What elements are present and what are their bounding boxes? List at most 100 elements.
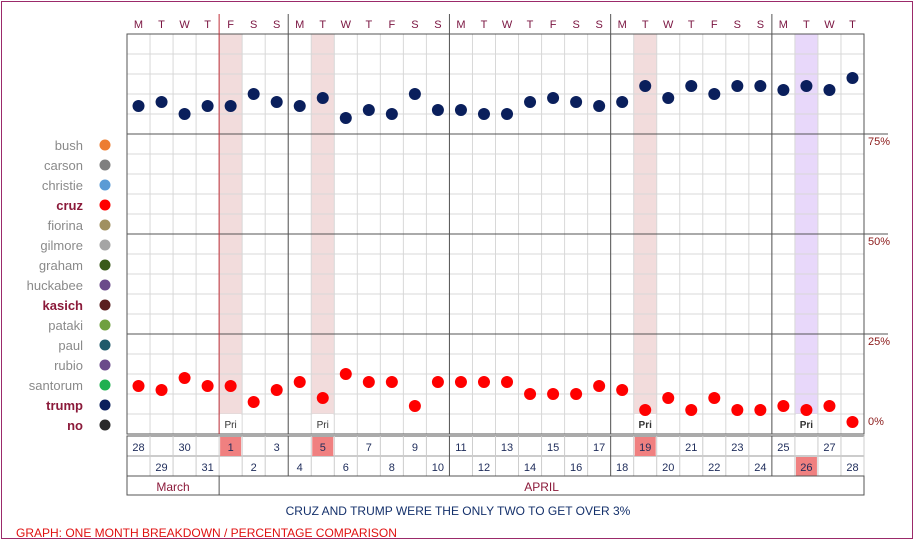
trump-point <box>178 108 191 120</box>
weekday-label: S <box>572 19 579 31</box>
trump-point <box>524 96 537 108</box>
month-strip <box>126 475 865 496</box>
cruz-point <box>639 404 652 416</box>
date-label: 28 <box>132 442 144 454</box>
date-label: 27 <box>823 442 835 454</box>
weekday-label: T <box>319 19 326 31</box>
cruz-point <box>477 376 490 388</box>
trump-point <box>385 108 398 120</box>
cruz-point <box>362 376 375 388</box>
trump-point <box>616 96 629 108</box>
weekday-label: T <box>688 19 695 31</box>
weekday-label: S <box>250 19 257 31</box>
trump-point <box>708 88 721 100</box>
cruz-point <box>685 404 698 416</box>
primary-band <box>311 34 335 414</box>
date-label: 7 <box>366 442 372 454</box>
weekday-label: T <box>803 19 810 31</box>
primary-band <box>633 34 657 414</box>
legend-label: fiorina <box>48 218 84 233</box>
date-label: 5 <box>320 442 326 454</box>
primary-band <box>219 34 243 414</box>
cruz-point <box>270 384 283 396</box>
cruz-point <box>501 376 514 388</box>
weekday-label: T <box>158 19 165 31</box>
date-highlight <box>312 437 334 456</box>
date-label: 12 <box>478 462 490 474</box>
weekday-label: S <box>273 19 280 31</box>
weekday-label: T <box>204 19 211 31</box>
weekday-label: W <box>179 19 190 31</box>
cruz-point <box>178 372 191 384</box>
cruz-point <box>616 384 629 396</box>
cruz-point <box>731 404 744 416</box>
primary-label: Pri <box>225 420 237 431</box>
date-highlight <box>795 457 817 476</box>
legend-label: no <box>67 418 83 433</box>
trump-point <box>270 96 283 108</box>
primary-label: Pri <box>639 420 653 431</box>
cruz-point <box>454 376 467 388</box>
month-label: March <box>156 480 189 494</box>
trump-point <box>593 100 606 112</box>
legend-label: pataki <box>48 318 83 333</box>
weekday-label: W <box>502 19 513 31</box>
legend-label: rubio <box>54 358 83 373</box>
date-label: 23 <box>731 442 743 454</box>
trump-point <box>777 84 790 96</box>
cruz-point <box>524 388 537 400</box>
trump-point <box>570 96 583 108</box>
legend-marker <box>99 399 111 411</box>
weekday-label: T <box>365 19 372 31</box>
weekday-label: S <box>411 19 418 31</box>
cruz-point <box>408 400 421 412</box>
trump-point <box>477 108 490 120</box>
cruz-point <box>708 392 721 404</box>
trump-point <box>662 92 675 104</box>
primary-label-bg <box>634 414 656 433</box>
cruz-point <box>316 392 329 404</box>
legend-label: trump <box>46 398 83 413</box>
legend-label: christie <box>42 178 83 193</box>
legend-marker <box>99 319 111 331</box>
trump-point <box>155 96 168 108</box>
y-tick-label: 0% <box>868 416 884 428</box>
cruz-point <box>547 388 560 400</box>
weekday-label: W <box>663 19 674 31</box>
cruz-point <box>800 404 813 416</box>
legend-label: huckabee <box>27 278 83 293</box>
legend-label: cruz <box>56 198 83 213</box>
cruz-point <box>823 400 836 412</box>
weekday-label: T <box>849 19 856 31</box>
weekday-label: F <box>227 19 234 31</box>
legend-marker <box>99 279 111 291</box>
date-label: 26 <box>800 462 812 474</box>
primary-label-bg <box>220 414 242 433</box>
date-label: 15 <box>547 442 559 454</box>
cruz-point <box>201 380 214 392</box>
weekday-label: W <box>341 19 352 31</box>
legend-marker <box>99 299 111 311</box>
date-label: 6 <box>343 462 349 474</box>
cruz-point <box>224 380 237 392</box>
trump-point <box>201 100 214 112</box>
trump-point <box>316 92 329 104</box>
weekday-label: T <box>481 19 488 31</box>
date-label: 21 <box>685 442 697 454</box>
trump-point <box>339 112 352 124</box>
date-highlight <box>220 437 242 456</box>
date-label: 16 <box>570 462 582 474</box>
primary-label-bg <box>795 414 817 433</box>
date-label: 20 <box>662 462 674 474</box>
trump-point <box>639 80 652 92</box>
legend-marker <box>99 239 111 251</box>
cruz-point <box>754 404 767 416</box>
cruz-point <box>247 396 260 408</box>
date-label: 14 <box>524 462 536 474</box>
trump-point <box>754 80 767 92</box>
date-label: 31 <box>201 462 213 474</box>
legend-label: paul <box>58 338 83 353</box>
cruz-point <box>777 400 790 412</box>
legend-marker <box>99 359 111 371</box>
legend-label: graham <box>39 258 83 273</box>
